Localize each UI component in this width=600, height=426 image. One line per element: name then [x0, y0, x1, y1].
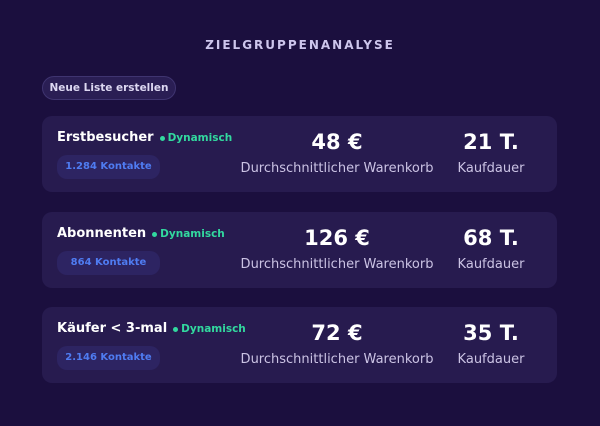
- segment-name: Käufer < 3-mal Dynamisch: [57, 321, 246, 336]
- segment-name-text: Erstbesucher: [57, 130, 154, 145]
- average-cart-label: Durchschnittlicher Warenkorb: [240, 161, 434, 176]
- dynamic-tag-text: Dynamisch: [160, 228, 225, 240]
- purchase-duration-value: 68 T.: [463, 226, 519, 250]
- average-cart-label: Durchschnittlicher Warenkorb: [240, 352, 434, 367]
- dynamic-tag-text: Dynamisch: [181, 323, 246, 335]
- status-dot: [152, 231, 158, 237]
- segment-card[interactable]: Käufer < 3-mal Dynamisch 2.146 Kontakte 72 …: [42, 307, 557, 383]
- segment-card[interactable]: Erstbesucher Dynamisch 1.284 Kontakte 48 € D…: [42, 116, 557, 192]
- status-dot: [173, 326, 179, 332]
- status-dot: [159, 135, 165, 141]
- new-list-button[interactable]: Neue Liste erstellen: [42, 76, 176, 100]
- contacts-badge: 2.146 Kontakte: [57, 346, 160, 370]
- dynamic-tag-text: Dynamisch: [167, 132, 233, 144]
- contacts-badge: 864 Kontakte: [57, 251, 160, 275]
- purchase-duration-value: 35 T.: [463, 321, 519, 345]
- title: ZIELGRUPPENANALYSE: [205, 38, 395, 52]
- contacts-badge: 1.284 Kontakte: [57, 155, 160, 179]
- segment-card[interactable]: Abonnenten Dynamisch 864 Kontakte 126 € Durc…: [42, 212, 557, 288]
- dynamic-tag: Dynamisch: [173, 323, 246, 335]
- dynamic-tag: Dynamisch: [152, 228, 225, 240]
- segment-name: Erstbesucher Dynamisch: [57, 130, 232, 145]
- segment-name-text: Käufer < 3-mal: [57, 321, 168, 336]
- average-cart-value: 72 €: [311, 321, 363, 345]
- purchase-duration-label: Kaufdauer: [457, 161, 525, 176]
- segment-name-text: Abonnenten: [57, 226, 147, 241]
- purchase-duration-label: Kaufdauer: [457, 352, 525, 367]
- dynamic-tag: Dynamisch: [159, 132, 233, 144]
- average-cart-value: 48 €: [311, 130, 363, 154]
- purchase-duration-value: 21 T.: [463, 130, 519, 154]
- segment-name: Abonnenten Dynamisch: [57, 226, 225, 241]
- average-cart-value: 126 €: [304, 226, 370, 250]
- average-cart-label: Durchschnittlicher Warenkorb: [240, 257, 434, 272]
- purchase-duration-label: Kaufdauer: [457, 257, 525, 272]
